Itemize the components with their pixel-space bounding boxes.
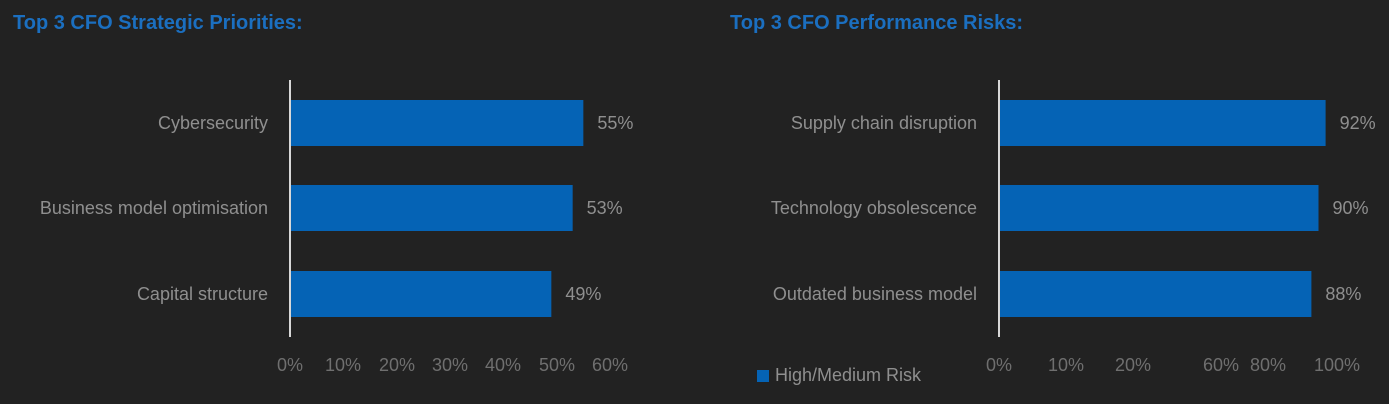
bar-cybersecurity	[290, 100, 584, 146]
value-label: 90%	[1333, 198, 1369, 218]
x-tick-label: 0%	[986, 355, 1012, 375]
priorities-bar-chart: Cybersecurity 55% Business model optimisat…	[40, 80, 633, 375]
x-tick-label: 20%	[1115, 355, 1151, 375]
legend-label: High/Medium Risk	[775, 365, 922, 385]
x-tick-label: 60%	[1203, 355, 1239, 375]
x-tick-label: 60%	[592, 355, 628, 375]
value-label: 55%	[597, 113, 633, 133]
x-tick-label: 30%	[432, 355, 468, 375]
value-label: 49%	[565, 284, 601, 304]
risks-bar-chart: Supply chain disruption 92% Technology obs…	[771, 80, 1376, 375]
performance-risks-chart: Top 3 CFO Performance Risks: Supply chai…	[700, 0, 1389, 404]
bar-technology-obsolescence	[999, 185, 1319, 231]
value-label: 53%	[587, 198, 623, 218]
category-label: Business model optimisation	[40, 198, 268, 218]
value-label: 88%	[1325, 284, 1361, 304]
category-label: Supply chain disruption	[791, 113, 977, 133]
bar-business-model-optimisation	[290, 185, 573, 231]
x-tick-label: 10%	[1048, 355, 1084, 375]
x-tick-label: 80%	[1250, 355, 1286, 375]
x-tick-label: 40%	[485, 355, 521, 375]
x-tick-label: 20%	[379, 355, 415, 375]
bar-capital-structure	[290, 271, 552, 317]
bar-supply-chain-disruption	[999, 100, 1326, 146]
x-tick-label: 10%	[325, 355, 361, 375]
x-tick-label: 0%	[277, 355, 303, 375]
category-label: Capital structure	[137, 284, 268, 304]
bar-outdated-business-model	[999, 271, 1312, 317]
chart-title: Top 3 CFO Performance Risks:	[730, 12, 1024, 34]
x-tick-label: 100%	[1314, 355, 1360, 375]
category-label: Cybersecurity	[158, 113, 268, 133]
value-label: 92%	[1340, 113, 1376, 133]
category-label: Outdated business model	[773, 284, 977, 304]
category-label: Technology obsolescence	[771, 198, 977, 218]
strategic-priorities-chart: Top 3 CFO Strategic Priorities: Cybersec…	[13, 12, 633, 375]
legend-swatch	[757, 369, 769, 382]
chart-legend: High/Medium Risk	[757, 365, 921, 386]
chart-title: Top 3 CFO Strategic Priorities:	[13, 12, 303, 34]
x-tick-label: 50%	[539, 355, 575, 375]
